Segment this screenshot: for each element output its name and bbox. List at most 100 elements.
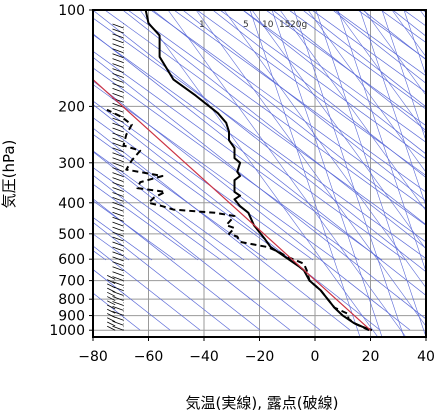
- guide-line: [93, 33, 426, 296]
- guide-line: [139, 10, 379, 337]
- wind-barb: [112, 117, 124, 123]
- guide-line: [167, 10, 407, 337]
- wind-barb: [107, 304, 116, 310]
- mixing-ratio-label: 20g: [290, 20, 307, 30]
- guide-line: [93, 151, 321, 331]
- thermodynamic-guide-lines: [93, 10, 426, 337]
- wind-barb: [112, 48, 124, 54]
- y-tick-label: 600: [58, 252, 85, 268]
- guide-line: [357, 10, 426, 60]
- mixing-ratio-label: 1: [199, 20, 205, 30]
- guide-line: [150, 10, 426, 210]
- wind-barb: [107, 325, 116, 331]
- guide-line: [93, 245, 201, 331]
- guide-line: [93, 174, 291, 331]
- wind-barb: [112, 137, 124, 143]
- parcel-line: [93, 79, 371, 331]
- guide-line: [93, 150, 245, 261]
- guide-line: [279, 10, 426, 212]
- guide-line: [272, 10, 426, 131]
- x-tick-label: −60: [134, 349, 164, 365]
- wind-barb: [112, 107, 124, 113]
- guide-line: [332, 10, 426, 84]
- wind-barb: [107, 283, 116, 289]
- wind-barb: [112, 63, 124, 68]
- wind-barb: [112, 132, 124, 138]
- guide-line: [93, 80, 411, 331]
- guide-line: [104, 10, 426, 243]
- wind-barb: [112, 246, 124, 252]
- wind-barb: [112, 88, 124, 93]
- guide-line: [223, 10, 426, 289]
- guide-line: [93, 117, 291, 261]
- wind-barb: [112, 320, 124, 326]
- x-tick-label: 20: [362, 349, 380, 365]
- guide-line: [363, 10, 426, 96]
- wind-barb: [112, 83, 124, 88]
- guide-line: [265, 10, 426, 127]
- wind-barb: [112, 192, 124, 197]
- guide-line: [93, 183, 199, 261]
- wind-barb: [112, 177, 124, 182]
- wind-barb: [112, 221, 124, 227]
- wind-barb: [107, 300, 116, 306]
- guide-line: [127, 10, 426, 226]
- wind-barb: [112, 102, 124, 108]
- wind-barb: [112, 28, 124, 34]
- wind-barb: [112, 53, 124, 59]
- guide-line: [311, 10, 426, 93]
- guide-line: [93, 221, 231, 331]
- y-tick-label: 100: [58, 3, 85, 19]
- y-tick-label: 900: [58, 309, 85, 325]
- wind-barb: [112, 211, 124, 217]
- wind-barb: [112, 226, 124, 232]
- guide-line: [93, 17, 426, 259]
- wind-barb: [107, 296, 116, 301]
- wind-barb: [112, 281, 124, 286]
- guide-line: [152, 10, 426, 226]
- y-tick-label: 1000: [49, 323, 85, 339]
- wind-barb: [112, 167, 124, 173]
- wind-barb: [112, 256, 124, 262]
- wind-barb: [112, 152, 124, 158]
- guide-line: [93, 67, 360, 261]
- wind-barb: [112, 23, 124, 29]
- wind-barb: [107, 321, 116, 327]
- guide-line: [315, 10, 426, 337]
- guide-line: [93, 10, 426, 273]
- guide-line: [242, 10, 426, 155]
- wind-barb: [107, 308, 116, 314]
- guide-line: [93, 56, 426, 320]
- guide-line: [93, 100, 314, 261]
- y-tick-label: 800: [58, 292, 85, 308]
- wind-barb: [112, 206, 124, 212]
- guide-line: [195, 10, 426, 327]
- guide-line: [219, 10, 426, 160]
- guide-line: [249, 10, 361, 337]
- y-tick-label: 300: [58, 156, 85, 172]
- wind-barb: [112, 261, 124, 267]
- x-axis-title: 気温(実線), 露点(破線): [186, 394, 339, 412]
- wind-barb: [112, 236, 124, 242]
- wind-barb: [112, 43, 124, 49]
- guide-line: [302, 10, 426, 108]
- guide-line: [251, 10, 426, 250]
- mixing-ratio-label: 10: [262, 20, 274, 30]
- dewpoint-line: [106, 108, 370, 332]
- wind-barb: [112, 122, 124, 128]
- mixing-ratio-labels: 1 5 10 15 20g: [199, 20, 307, 30]
- wind-barb: [112, 38, 124, 44]
- wind-barb: [112, 291, 124, 296]
- wind-barb: [112, 201, 124, 207]
- guide-line: [242, 10, 426, 143]
- wind-barb: [112, 231, 124, 237]
- mixing-ratio-label: 15: [279, 20, 290, 30]
- wind-barb: [112, 33, 124, 39]
- wind-barb: [107, 317, 116, 323]
- wind-barb: [112, 197, 124, 202]
- wind-barb: [112, 127, 124, 133]
- y-tick-label: 500: [58, 227, 85, 243]
- wind-barb: [112, 310, 124, 316]
